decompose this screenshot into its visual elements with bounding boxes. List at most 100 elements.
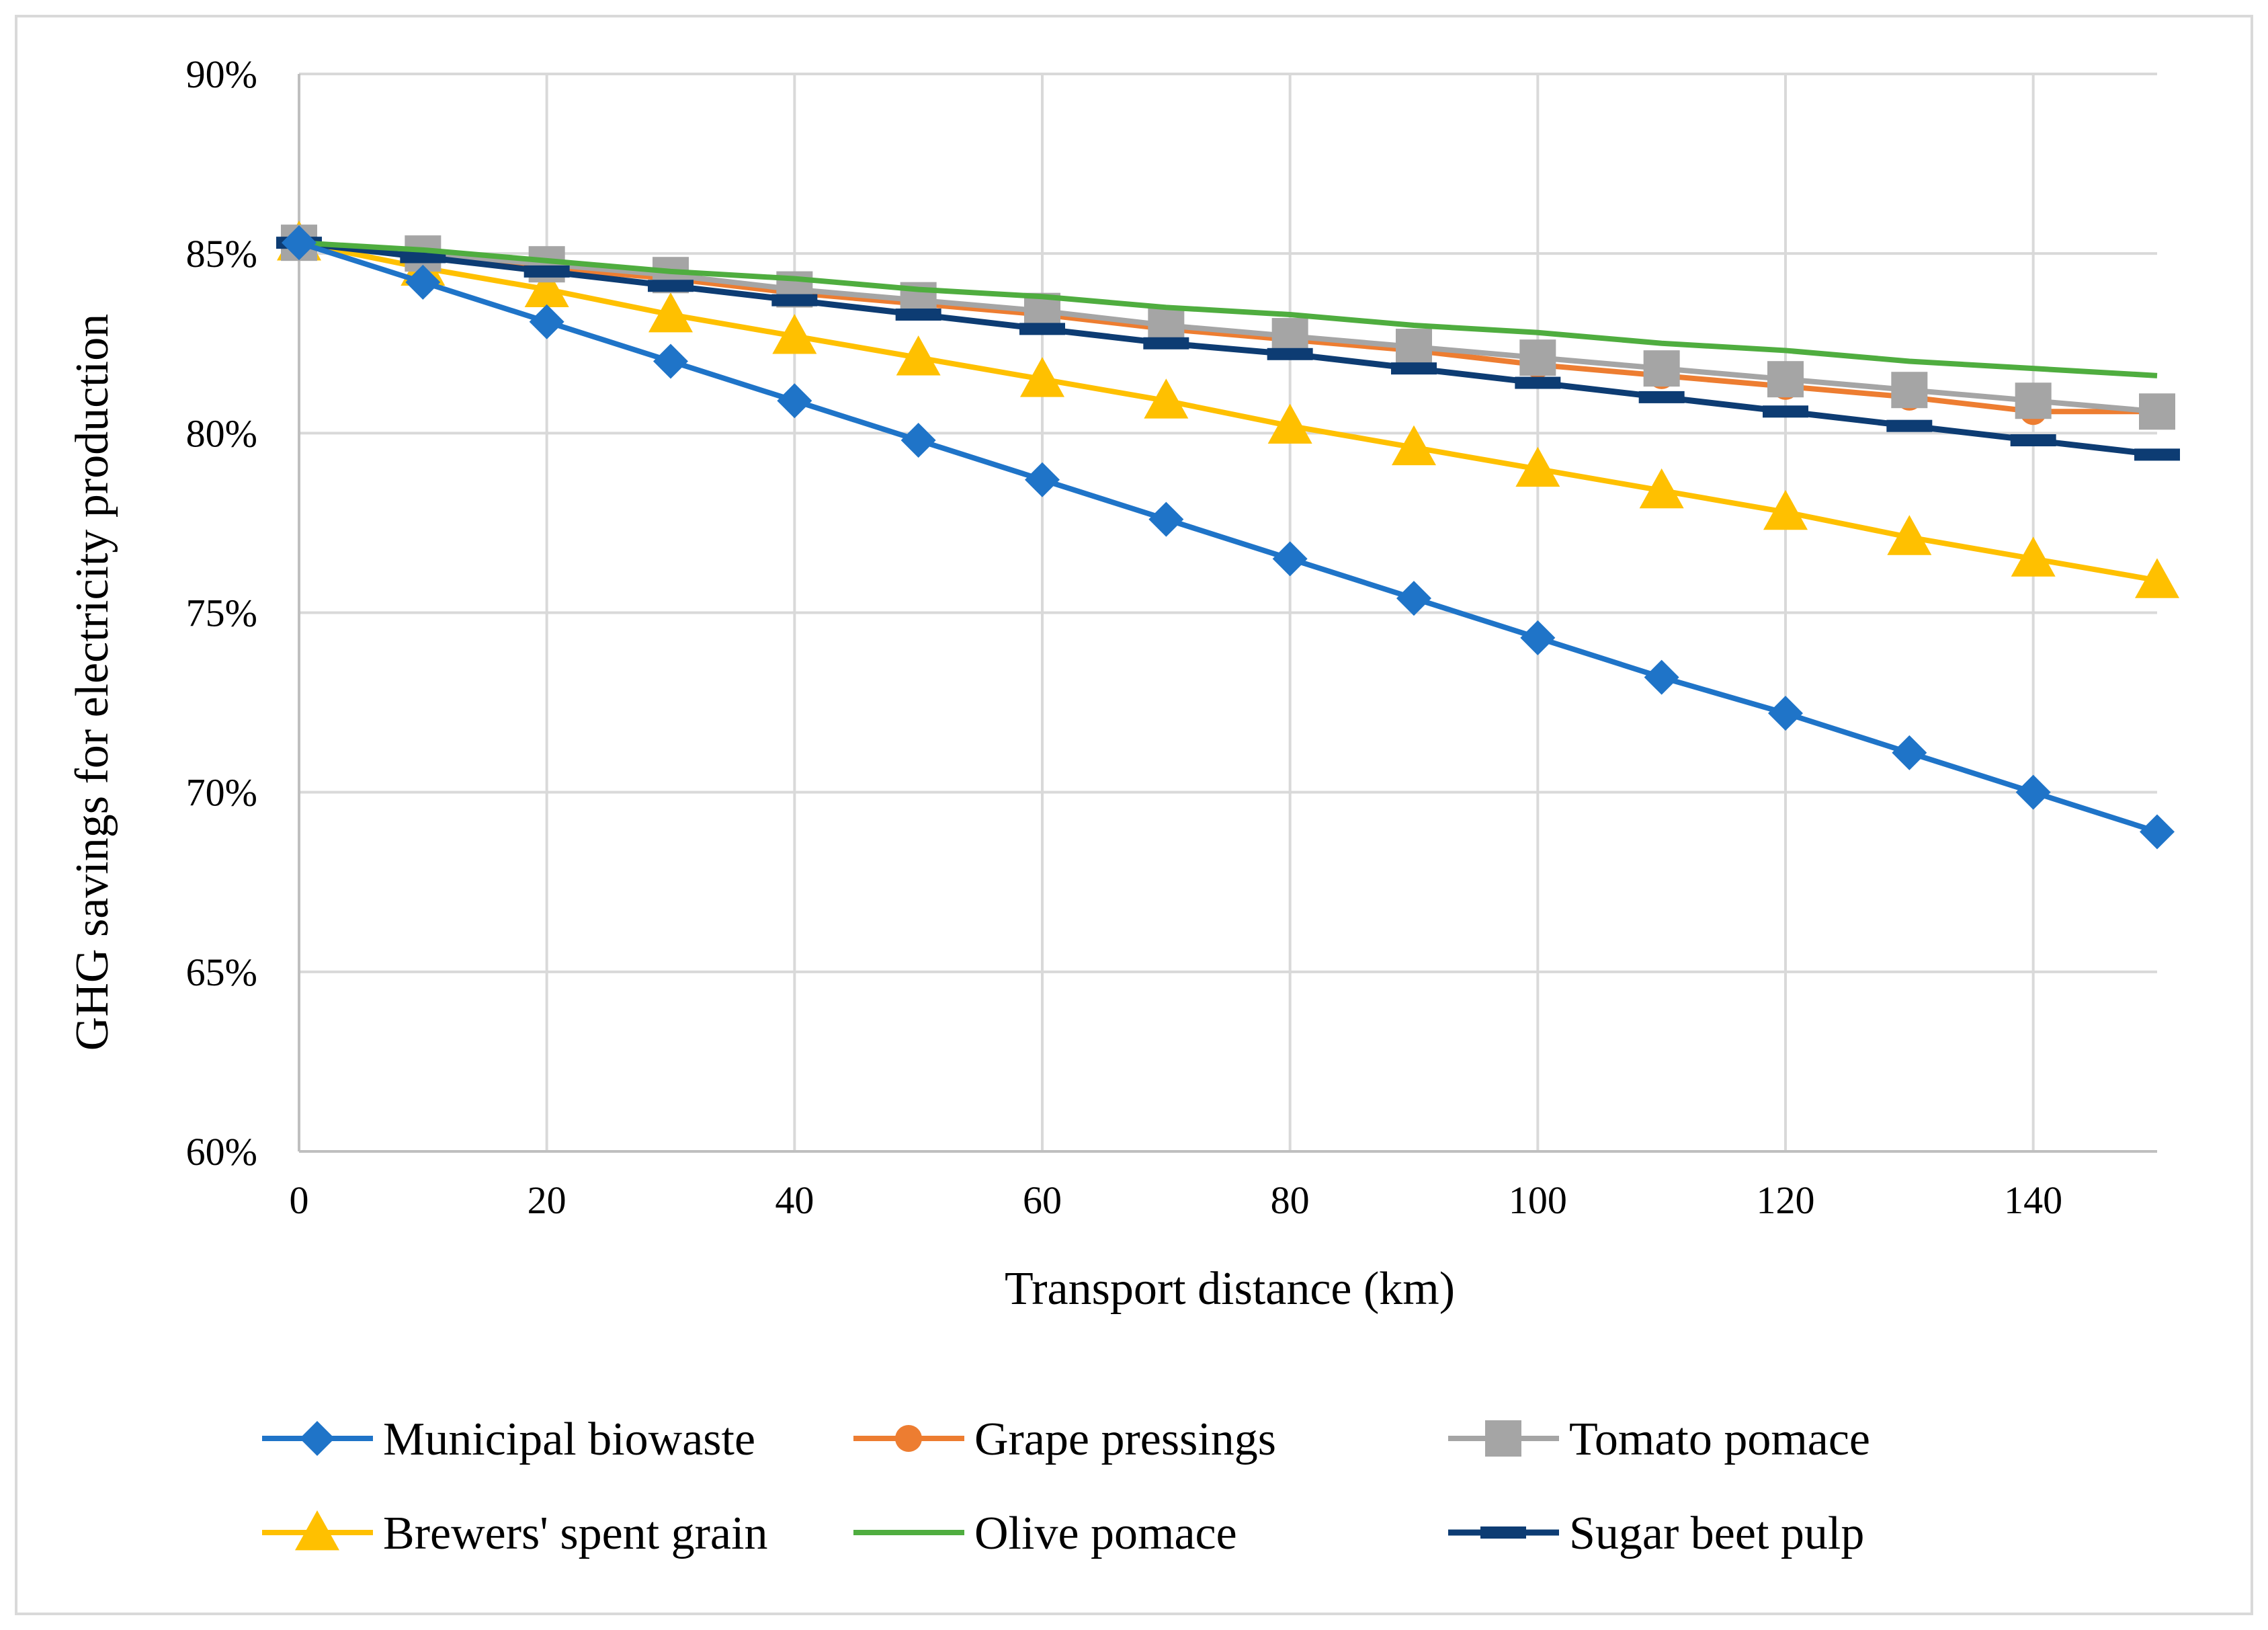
y-tick-label: 80% bbox=[186, 411, 257, 455]
legend-label: Brewers' spent grain bbox=[383, 1508, 767, 1559]
series-line bbox=[298, 240, 2158, 835]
data-point bbox=[1643, 350, 1680, 387]
y-tick-label: 70% bbox=[186, 771, 257, 815]
data-point bbox=[1763, 489, 1808, 530]
data-point bbox=[1644, 659, 1679, 695]
x-tick-label: 140 bbox=[2004, 1178, 2062, 1222]
data-point bbox=[2140, 814, 2175, 850]
legend-swatch-marker bbox=[1480, 1526, 1526, 1539]
data-point bbox=[1520, 620, 1556, 655]
legend-swatch-marker bbox=[300, 1421, 335, 1456]
data-point bbox=[1519, 339, 1556, 376]
x-tick-label: 120 bbox=[1757, 1178, 1815, 1222]
data-point bbox=[400, 251, 446, 263]
series-line bbox=[298, 240, 2157, 415]
data-point bbox=[2135, 558, 2179, 598]
data-point bbox=[648, 292, 693, 333]
legend-swatch-marker bbox=[895, 1425, 922, 1452]
series-line bbox=[298, 240, 2158, 583]
data-point bbox=[1767, 361, 1804, 398]
x-tick-label: 60 bbox=[1023, 1178, 1062, 1222]
series-line bbox=[298, 240, 2158, 378]
data-point bbox=[895, 309, 941, 321]
data-point bbox=[1891, 372, 1928, 409]
legend-item-sugar-beet-pulp[interactable]: Sugar beet pulp bbox=[1448, 1508, 1864, 1559]
data-point bbox=[2015, 774, 2051, 810]
series-municipal-biowaste bbox=[282, 225, 2175, 850]
data-point bbox=[1019, 323, 1065, 335]
data-point bbox=[2139, 393, 2175, 430]
data-point bbox=[523, 265, 570, 278]
tick-labels: 60% 65% 70% 75% 80% 85% 90% 0 20 40 60 80 100 120 140 bbox=[186, 52, 2062, 1222]
series-olive-pomace bbox=[298, 240, 2158, 378]
data-point bbox=[1392, 425, 1436, 466]
data-point bbox=[1148, 501, 1184, 537]
legend-label: Tomato pomace bbox=[1569, 1414, 1870, 1465]
legend-label: Grape pressings bbox=[974, 1414, 1276, 1465]
data-point bbox=[1638, 391, 1685, 403]
data-point bbox=[1887, 515, 1932, 555]
chart-frame bbox=[15, 15, 2253, 1615]
data-point bbox=[1515, 376, 1561, 389]
series-line bbox=[298, 239, 2158, 458]
legend-swatch-marker bbox=[1485, 1420, 1521, 1457]
data-point bbox=[1768, 696, 1803, 731]
data-point bbox=[1267, 403, 1312, 444]
y-tick-label: 60% bbox=[186, 1130, 257, 1174]
data-point bbox=[2134, 448, 2180, 461]
data-point bbox=[772, 314, 817, 354]
y-tick-label: 85% bbox=[186, 232, 257, 276]
gridlines bbox=[298, 73, 2157, 1153]
data-point bbox=[1886, 419, 1933, 432]
data-point bbox=[1639, 468, 1684, 509]
series-sugar-beet-pulp bbox=[276, 237, 2180, 461]
data-point bbox=[1143, 337, 1189, 350]
data-point bbox=[2015, 382, 2052, 419]
data-point bbox=[2010, 434, 2056, 447]
legend-item-tomato-pomace[interactable]: Tomato pomace bbox=[1448, 1414, 1870, 1465]
data-point bbox=[896, 335, 941, 376]
x-axis-title: Transport distance (km) bbox=[1005, 1263, 1455, 1315]
legend-label: Sugar beet pulp bbox=[1569, 1508, 1864, 1559]
data-point bbox=[529, 304, 564, 339]
data-point bbox=[1892, 735, 1927, 770]
data-point bbox=[524, 267, 569, 307]
data-point bbox=[1396, 581, 1431, 616]
data-point bbox=[405, 264, 441, 300]
y-tick-label: 90% bbox=[186, 52, 257, 96]
legend-swatch-marker bbox=[295, 1510, 339, 1551]
x-tick-label: 40 bbox=[775, 1178, 814, 1222]
legend-item-brewers-spent-grain[interactable]: Brewers' spent grain bbox=[262, 1508, 767, 1559]
y-tick-label: 65% bbox=[186, 950, 257, 994]
data-point bbox=[1267, 348, 1313, 360]
data-point bbox=[1144, 378, 1189, 419]
legend-item-municipal-biowaste[interactable]: Municipal biowaste bbox=[262, 1414, 755, 1465]
legend[interactable]: Municipal biowaste Grape pressings Tomato … bbox=[262, 1414, 1870, 1559]
data-point bbox=[282, 225, 317, 261]
series-line bbox=[298, 240, 2158, 415]
x-tick-label: 20 bbox=[528, 1178, 566, 1222]
legend-item-grape-pressings[interactable]: Grape pressings bbox=[853, 1414, 1276, 1465]
x-tick-label: 0 bbox=[290, 1178, 309, 1222]
data-point bbox=[771, 294, 818, 307]
data-point bbox=[1763, 405, 1808, 418]
data-point bbox=[1391, 362, 1437, 375]
x-tick-label: 100 bbox=[1509, 1178, 1567, 1222]
y-tick-label: 75% bbox=[186, 592, 257, 635]
x-tick-label: 80 bbox=[1271, 1178, 1310, 1222]
y-axis-title: GHG savings for electricity production bbox=[67, 314, 118, 1051]
data-point bbox=[653, 343, 688, 379]
legend-label: Municipal biowaste bbox=[383, 1414, 755, 1465]
legend-label: Olive pomace bbox=[974, 1508, 1237, 1559]
data-point bbox=[648, 280, 694, 292]
data-point bbox=[777, 383, 812, 419]
series-tomato-pomace bbox=[281, 225, 2175, 430]
data-point bbox=[1515, 446, 1560, 487]
data-point bbox=[900, 423, 936, 458]
series-layer bbox=[276, 220, 2180, 850]
legend-item-olive-pomace[interactable]: Olive pomace bbox=[853, 1508, 1237, 1559]
data-point bbox=[1020, 357, 1064, 397]
data-point bbox=[2011, 536, 2056, 577]
data-point bbox=[1272, 541, 1308, 577]
